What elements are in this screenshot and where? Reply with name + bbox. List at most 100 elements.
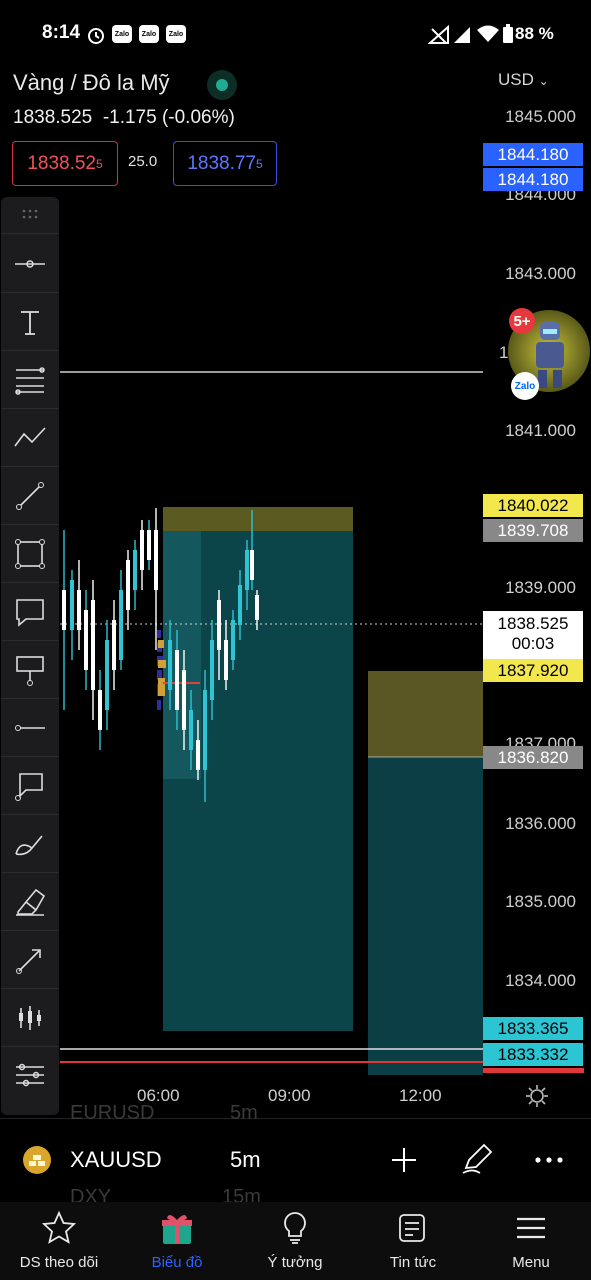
pattern-tool[interactable] — [1, 409, 59, 467]
horizontal-line-icon — [15, 724, 45, 731]
time-axis-label: 12:00 — [399, 1086, 442, 1105]
bars-pattern-tool[interactable] — [1, 989, 59, 1047]
scroll-ghost-timeframe: 5m — [230, 1102, 258, 1124]
drawing-pen-icon[interactable] — [460, 1142, 494, 1176]
price-axis-label: 1843.000 — [505, 264, 576, 283]
price-tag-blue: 1844.180 — [483, 168, 583, 191]
nav-label: Tin tức — [389, 1254, 437, 1271]
price-summary: 1838.525 -1.175 (-0.06%) — [13, 107, 235, 129]
price-tag-blue: 1844.180 — [483, 143, 583, 166]
zalo-notification-icon: Zalo — [139, 25, 159, 43]
star-icon — [41, 1210, 77, 1244]
price-tag-gray: 1836.820 — [483, 746, 583, 769]
brush-icon — [15, 834, 43, 855]
chart-settings-icon[interactable] — [525, 1084, 549, 1108]
currency-selector[interactable]: USD ⌄ — [498, 70, 549, 89]
zalo-chat-bubble[interactable]: 5+ Zalo — [508, 308, 591, 400]
timeframe-selector[interactable]: 5m — [230, 1147, 261, 1172]
menu-icon — [517, 1217, 545, 1239]
sell-button[interactable]: 1838.52 5 — [12, 141, 118, 186]
nav-label: Menu — [512, 1254, 550, 1271]
more-options-icon[interactable] — [534, 1150, 564, 1170]
battery-icon — [503, 24, 513, 43]
trendline-tool[interactable] — [1, 467, 59, 525]
last-price: 1838.525 — [13, 107, 93, 128]
eraser-tool[interactable] — [1, 873, 59, 931]
current-price: 1838.525 — [497, 614, 569, 633]
callout-tool[interactable] — [1, 583, 59, 641]
zalo-notification-icon: Zalo — [112, 25, 132, 43]
nav-news[interactable]: Tin tức — [354, 1202, 472, 1280]
signal-off-icon — [428, 25, 449, 44]
nav-ideas[interactable]: Ý tưởng — [236, 1202, 354, 1280]
price-chart[interactable] — [0, 190, 591, 1075]
nav-chart[interactable]: Biểu đồ — [118, 1202, 236, 1280]
arrow-tool[interactable] — [1, 931, 59, 989]
object-tree-tool[interactable] — [1, 1047, 59, 1104]
lightbulb-icon — [284, 1212, 306, 1244]
current-price-tag: 1838.525 00:03 — [483, 611, 583, 659]
wifi-icon — [477, 25, 499, 42]
time-axis-label: 06:00 — [137, 1086, 180, 1105]
price-axis-label: 1836.000 — [505, 814, 576, 833]
object-tree-icon — [16, 1063, 44, 1086]
zalo-logo: Zalo — [511, 372, 539, 400]
trendline-icon — [16, 481, 44, 510]
fib-retracement-tool[interactable] — [1, 351, 59, 409]
robot-avatar-icon — [536, 322, 564, 388]
symbol-selector[interactable]: XAUUSD — [70, 1147, 162, 1172]
text-tool[interactable] — [1, 293, 59, 351]
nav-label: DS theo dõi — [19, 1254, 99, 1271]
time-axis-label: 09:00 — [268, 1086, 311, 1105]
brush-tool[interactable] — [1, 815, 59, 873]
drag-dots-icon — [22, 209, 38, 219]
price-label-tool[interactable] — [1, 641, 59, 699]
spread-value: 25.0 — [128, 153, 158, 170]
arrow-icon — [16, 948, 41, 974]
price-axis-label: 1834.000 — [505, 971, 576, 990]
alarm-icon — [88, 28, 104, 44]
symbol-title[interactable]: Vàng / Đô la Mỹ — [13, 70, 170, 95]
bars-pattern-icon — [19, 1005, 41, 1030]
speech-bubble-icon — [16, 598, 44, 627]
price-change: -1.175 (-0.06%) — [102, 107, 235, 128]
horizontal-ray-icon — [15, 259, 45, 268]
text-icon — [21, 310, 39, 335]
nav-label: Biểu đồ — [151, 1254, 203, 1271]
add-icon[interactable] — [390, 1146, 418, 1174]
buy-button[interactable]: 1838.77 5 — [173, 141, 277, 186]
nav-menu[interactable]: Menu — [472, 1202, 590, 1280]
rectangle-icon — [15, 538, 45, 569]
note-tool[interactable] — [1, 757, 59, 815]
battery-percent: 88 % — [515, 24, 554, 43]
horizontal-line-tool[interactable] — [1, 699, 59, 757]
status-time: 8:14 — [42, 22, 81, 43]
nav-label: Ý tưởng — [267, 1254, 323, 1271]
gold-bars-icon — [23, 1146, 51, 1174]
bottom-navigation: DS theo dõi Biểu đồ Ý tưởng Tin tức Menu — [0, 1202, 591, 1280]
symbol-bar — [0, 1118, 591, 1201]
price-axis-label: 1845.000 — [505, 107, 576, 126]
crosshair-tool[interactable] — [1, 235, 59, 293]
price-axis-label: 1 — [499, 343, 509, 362]
highlighter-icon — [16, 888, 46, 916]
gift-icon — [162, 1214, 192, 1244]
market-open-indicator — [207, 70, 237, 100]
zalo-notification-icon: Zalo — [166, 25, 186, 43]
price-tag-yellow: 1837.920 — [483, 659, 583, 682]
zigzag-icon — [14, 426, 46, 446]
flag-note-icon — [15, 772, 43, 801]
chevron-down-icon: ⌄ — [538, 74, 549, 88]
notification-count: 5+ — [509, 308, 535, 334]
bar-countdown: 00:03 — [511, 634, 555, 653]
price-tag-yellow: 1840.022 — [483, 494, 583, 517]
price-label-icon — [16, 655, 44, 686]
rectangle-tool[interactable] — [1, 525, 59, 583]
scroll-ghost-symbol: EURUSD — [70, 1102, 155, 1124]
price-tag-cyan: 1833.332 — [483, 1043, 583, 1066]
toolbar-drag-handle[interactable] — [1, 197, 59, 234]
news-icon — [399, 1214, 425, 1242]
nav-watchlist[interactable]: DS theo dõi — [0, 1202, 118, 1280]
price-tag-cyan: 1833.365 — [483, 1017, 583, 1040]
drawing-toolbar — [1, 197, 59, 1115]
